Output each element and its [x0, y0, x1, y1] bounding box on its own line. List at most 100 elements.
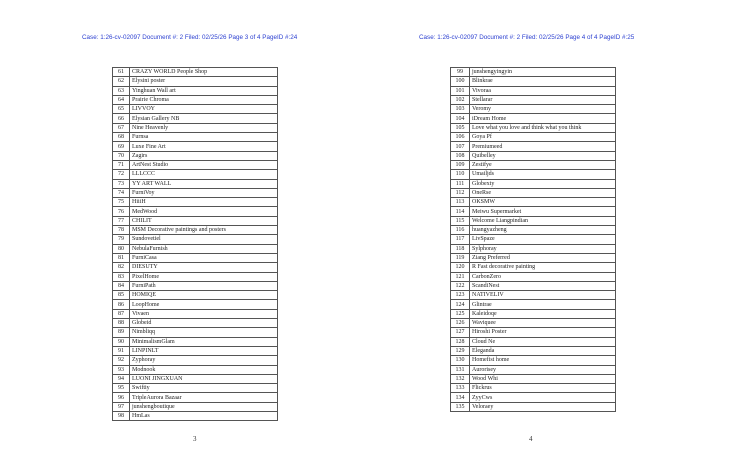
row-number: 68: [112, 132, 130, 143]
seller-name: MedWood: [129, 206, 278, 217]
row-number: 111: [450, 178, 470, 189]
table-row: 120 R Fast decorative painting: [450, 262, 616, 273]
table-row: 73 YY ART WALL: [112, 178, 278, 189]
seller-name: LivSpaze: [469, 234, 616, 245]
seller-name: PixelHome: [129, 271, 278, 282]
row-number: 124: [450, 299, 470, 310]
row-number: 85: [112, 290, 130, 301]
table-row: 110 Umailjds: [450, 169, 616, 180]
seller-name: NATIVELIV: [469, 290, 616, 301]
row-number: 96: [112, 392, 130, 403]
table-row: 126 Waviquee: [450, 317, 616, 329]
seller-name: Eleganda: [469, 345, 616, 357]
row-number: 73: [112, 178, 130, 189]
row-number: 132: [450, 373, 470, 385]
row-number: 116: [450, 225, 470, 236]
table-row: 91 LINPINLT: [112, 345, 278, 357]
row-number: 81: [112, 252, 130, 264]
seller-name: Elysini poster: [129, 76, 278, 87]
seller-name: LLLCCC: [129, 169, 278, 180]
seller-name: Goya Pf: [469, 132, 616, 143]
row-number: 67: [112, 122, 130, 134]
row-number: 75: [112, 197, 130, 208]
row-number: 105: [450, 122, 470, 134]
table-row: 93 Modnook: [112, 364, 278, 375]
seller-name: Zestifye: [469, 159, 616, 171]
seller-name: Nimbliqq: [129, 327, 278, 338]
seller-name: CRAZY WORLD People Shop: [129, 66, 278, 78]
row-number: 127: [450, 327, 470, 338]
row-number: 94: [112, 373, 130, 385]
seller-name: Luxe Fine Art: [129, 141, 278, 152]
table-row: 109 Zestifye: [450, 159, 616, 171]
row-number: 128: [450, 336, 470, 347]
seller-name: Furnsa: [129, 132, 278, 143]
row-number: 125: [450, 308, 470, 320]
table-row: 74 FurniVoy: [112, 187, 278, 199]
case-header-page-3: Case: 1:26-cv-02097 Document #: 2 Filed:…: [82, 34, 298, 41]
table-row: 101 Vivoraa: [450, 85, 616, 96]
row-number: 74: [112, 187, 130, 199]
table-row: 63 Yinghuan Wall art: [112, 85, 278, 96]
table-row: 118 Sylphoray: [450, 243, 616, 254]
seller-name: Blinkrae: [469, 76, 616, 87]
table-row: 64 Prairie Chroma: [112, 94, 278, 106]
table-row: 94 LUONI JINGXUAN: [112, 373, 278, 385]
table-row: 123 NATIVELIV: [450, 290, 616, 301]
row-number: 109: [450, 159, 470, 171]
seller-name: CHILIT: [129, 215, 278, 227]
row-number: 98: [112, 410, 130, 422]
seller-name: Premiumeed: [469, 141, 616, 152]
row-number: 84: [112, 280, 130, 292]
seller-name: Globexty: [469, 178, 616, 189]
row-number: 131: [450, 364, 470, 375]
row-number: 130: [450, 355, 470, 366]
row-number: 117: [450, 234, 470, 245]
seller-name: iDream Home: [469, 113, 616, 124]
table-row: 95 Swiftiy: [112, 383, 278, 394]
seller-name: Zagirs: [129, 150, 278, 161]
seller-name: YY ART WALL: [129, 178, 278, 189]
row-number: 113: [450, 197, 470, 208]
seller-name: LUONI JINGXUAN: [129, 373, 278, 385]
row-number: 103: [450, 104, 470, 115]
row-number: 126: [450, 317, 470, 329]
page-number-3: 3: [193, 435, 197, 443]
seller-name: Homefist home: [469, 355, 616, 366]
seller-name: Prairie Chroma: [129, 94, 278, 106]
table-row: 79 Sundovetiel: [112, 234, 278, 245]
row-number: 65: [112, 104, 130, 115]
seller-name: Nine Heavenly: [129, 122, 278, 134]
seller-name: Vivoraa: [469, 85, 616, 96]
table-row: 131 Aurorisey: [450, 364, 616, 375]
table-row: 119 Ziang Preferred: [450, 252, 616, 264]
row-number: 62: [112, 76, 130, 87]
row-number: 77: [112, 215, 130, 227]
seller-name: TripleAurora Bazaar: [129, 392, 278, 403]
row-number: 76: [112, 206, 130, 217]
seller-name: CarbonZero: [469, 271, 616, 282]
seller-name: Veromy: [469, 104, 616, 115]
seller-table-page-3: 61 CRAZY WORLD People Shop 62 Elysini poste…: [112, 66, 278, 422]
table-row: 134 ZyyCws: [450, 392, 616, 403]
table-row: 78 MSM Decorative paintings and posters: [112, 225, 278, 236]
table-row: 122 ScandiNest: [450, 280, 616, 292]
row-number: 110: [450, 169, 470, 180]
table-row: 105 Love what you love and think what you…: [450, 122, 616, 134]
table-row: 98 HmLas: [112, 410, 278, 422]
row-number: 129: [450, 345, 470, 357]
seller-name: MinimalismGlam: [129, 336, 278, 347]
seller-name: Globeid: [129, 317, 278, 329]
table-row: 82 DIESUTY: [112, 262, 278, 273]
row-number: 66: [112, 113, 130, 124]
seller-name: Hiroshi Poster: [469, 327, 616, 338]
row-number: 90: [112, 336, 130, 347]
seller-name: Veloraey: [469, 401, 616, 413]
table-row: 99 junshengyingyin: [450, 66, 616, 78]
row-number: 133: [450, 383, 470, 394]
seller-name: R Fast decorative painting: [469, 262, 616, 273]
row-number: 100: [450, 76, 470, 87]
row-number: 135: [450, 401, 470, 413]
seller-name: huangyazheng: [469, 225, 616, 236]
seller-name: Cloud Ne: [469, 336, 616, 347]
